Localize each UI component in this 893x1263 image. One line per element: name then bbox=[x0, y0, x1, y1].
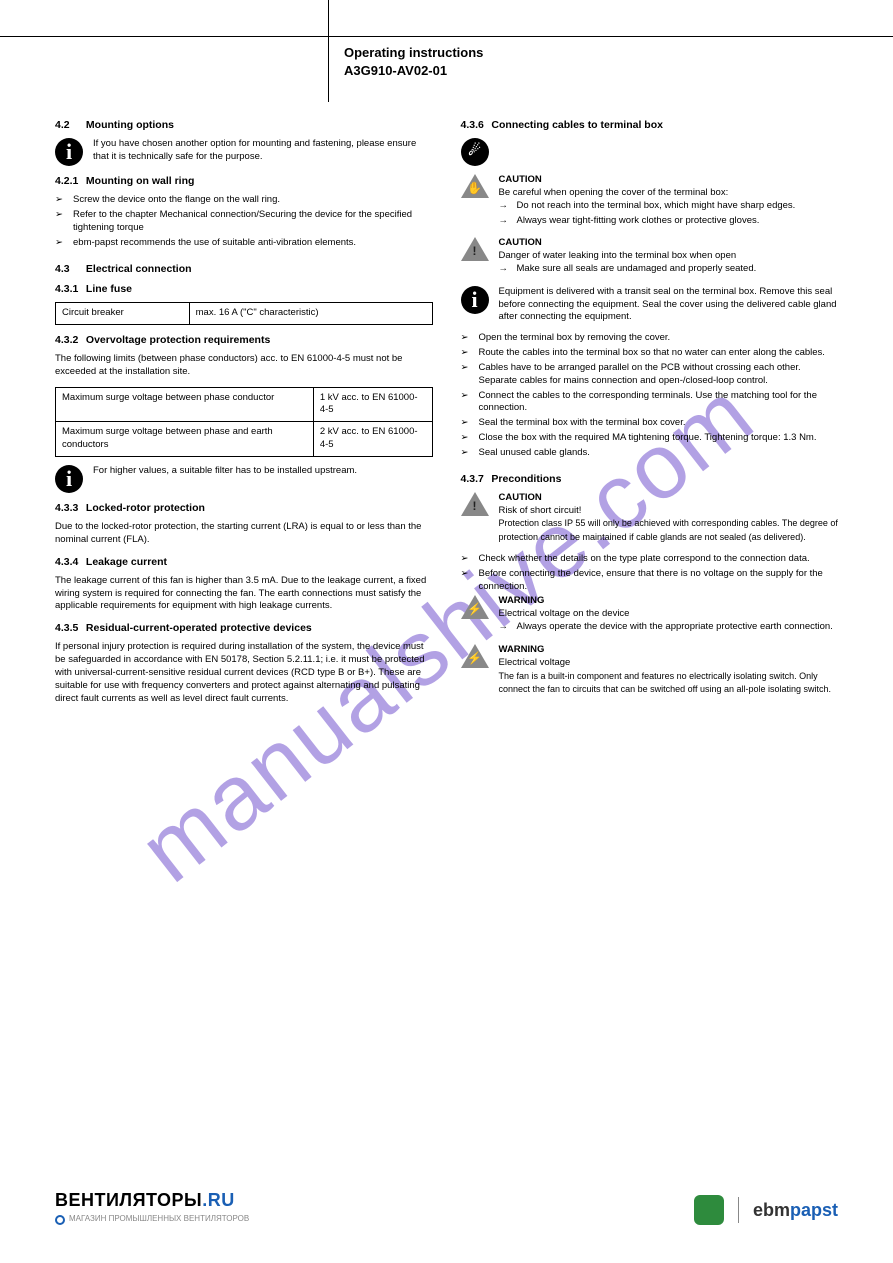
electric-warning-icon bbox=[461, 644, 489, 668]
electric-warning-icon bbox=[461, 595, 489, 619]
warning-title: WARNING bbox=[499, 644, 545, 655]
green-tech-badge-icon bbox=[694, 1195, 724, 1225]
gear-icon bbox=[55, 1215, 65, 1225]
table-cell: Circuit breaker bbox=[56, 302, 190, 324]
caution-icon bbox=[461, 492, 489, 516]
info-icon: i bbox=[55, 465, 83, 493]
warning-text: Electrical voltage on the device bbox=[499, 608, 630, 619]
caution-text: Be careful when opening the cover of the… bbox=[499, 187, 729, 198]
table-cell: Maximum surge voltage between phase cond… bbox=[56, 387, 314, 422]
heading-4-3-6: 4.3.6 Connecting cables to terminal box bbox=[461, 118, 839, 132]
warning-text: The fan is a built-in component and feat… bbox=[499, 671, 832, 695]
step: Cables have to be arranged parallel on t… bbox=[479, 362, 839, 388]
caution-title: CAUTION bbox=[499, 237, 542, 248]
caution-icon bbox=[461, 237, 489, 261]
para: If personal injury protection is require… bbox=[55, 641, 433, 705]
step: Seal the terminal box with the terminal … bbox=[479, 417, 686, 430]
caution-icon bbox=[461, 174, 489, 198]
step: Route the cables into the terminal box s… bbox=[479, 347, 825, 360]
note-4-2: If you have chosen another option for mo… bbox=[93, 138, 433, 164]
note-4-3-2: For higher values, a suitable filter has… bbox=[93, 465, 433, 478]
heading-4-2-1: 4.2.1 Mounting on wall ring bbox=[55, 174, 433, 188]
heading-4-3: 4.3 Electrical connection bbox=[55, 262, 433, 276]
heading-4-3-3: 4.3.3 Locked-rotor protection bbox=[55, 501, 433, 515]
header-divider bbox=[328, 0, 329, 102]
heading-4-3-4: 4.3.4 Leakage current bbox=[55, 555, 433, 569]
ppe-icon: ☄ bbox=[461, 138, 489, 166]
heading-4-2: 4.2 Mounting options bbox=[55, 118, 433, 132]
para: Due to the locked-rotor protection, the … bbox=[55, 521, 433, 547]
note-4-3-6: Equipment is delivered with a transit se… bbox=[499, 286, 839, 324]
warning-text: Electrical voltage bbox=[499, 657, 571, 668]
warning-item: Always operate the device with the appro… bbox=[517, 621, 833, 634]
heading-4-3-7: 4.3.7 Preconditions bbox=[461, 472, 839, 486]
step: ebm-papst recommends the use of suitable… bbox=[73, 237, 356, 250]
caution-text: Danger of water leaking into the termina… bbox=[499, 250, 737, 261]
step: Open the terminal box by removing the co… bbox=[479, 332, 671, 345]
heading-4-3-5: 4.3.5 Residual-current-operated protecti… bbox=[55, 621, 433, 635]
right-column: 4.3.6 Connecting cables to terminal box … bbox=[461, 118, 839, 713]
step: Check whether the details on the type pl… bbox=[479, 553, 810, 566]
document-title: Operating instructionsA3G910-AV02-01 bbox=[344, 44, 483, 79]
manufacturer-logo: ebmpapst bbox=[694, 1195, 838, 1225]
step: Connect the cables to the corresponding … bbox=[479, 390, 839, 416]
caution-title: CAUTION bbox=[499, 492, 542, 503]
table-cell: max. 16 A ("C" characteristic) bbox=[189, 302, 432, 324]
caution-text: Risk of short circuit! bbox=[499, 505, 582, 516]
step: Close the box with the required MA tight… bbox=[479, 432, 817, 445]
page-top-rule bbox=[0, 36, 893, 37]
para: The following limits (between phase cond… bbox=[55, 353, 433, 379]
step: Screw the device onto the flange on the … bbox=[73, 194, 280, 207]
table-overvoltage: Maximum surge voltage between phase cond… bbox=[55, 387, 433, 457]
step: Refer to the chapter Mechanical connecti… bbox=[73, 209, 433, 235]
caution-item: Make sure all seals are undamaged and pr… bbox=[517, 263, 757, 276]
step: Seal unused cable glands. bbox=[479, 447, 590, 460]
vendor-logo: ВЕНТИЛЯТОРЫ.RU МАГАЗИН ПРОМЫШЛЕННЫХ ВЕНТ… bbox=[55, 1188, 249, 1225]
caution-item: Do not reach into the terminal box, whic… bbox=[517, 200, 796, 213]
left-column: 4.2 Mounting options i If you have chose… bbox=[55, 118, 433, 713]
page-footer: ВЕНТИЛЯТОРЫ.RU МАГАЗИН ПРОМЫШЛЕННЫХ ВЕНТ… bbox=[55, 1188, 838, 1225]
table-cell: 1 kV acc. to EN 61000-4-5 bbox=[313, 387, 432, 422]
table-cell: 2 kV acc. to EN 61000-4-5 bbox=[313, 422, 432, 457]
para: The leakage current of this fan is highe… bbox=[55, 575, 433, 613]
caution-title: CAUTION bbox=[499, 174, 542, 185]
info-icon: i bbox=[55, 138, 83, 166]
heading-4-3-1: 4.3.1 Line fuse bbox=[55, 282, 433, 296]
step: Before connecting the device, ensure tha… bbox=[479, 568, 839, 594]
caution-item: Always wear tight-fitting work clothes o… bbox=[517, 215, 760, 228]
heading-4-3-2: 4.3.2 Overvoltage protection requirement… bbox=[55, 333, 433, 347]
table-cell: Maximum surge voltage between phase and … bbox=[56, 422, 314, 457]
info-icon: i bbox=[461, 286, 489, 314]
caution-text: Protection class IP 55 will only be achi… bbox=[499, 518, 838, 542]
warning-title: WARNING bbox=[499, 595, 545, 606]
table-line-fuse: Circuit breakermax. 16 A ("C" characteri… bbox=[55, 302, 433, 325]
